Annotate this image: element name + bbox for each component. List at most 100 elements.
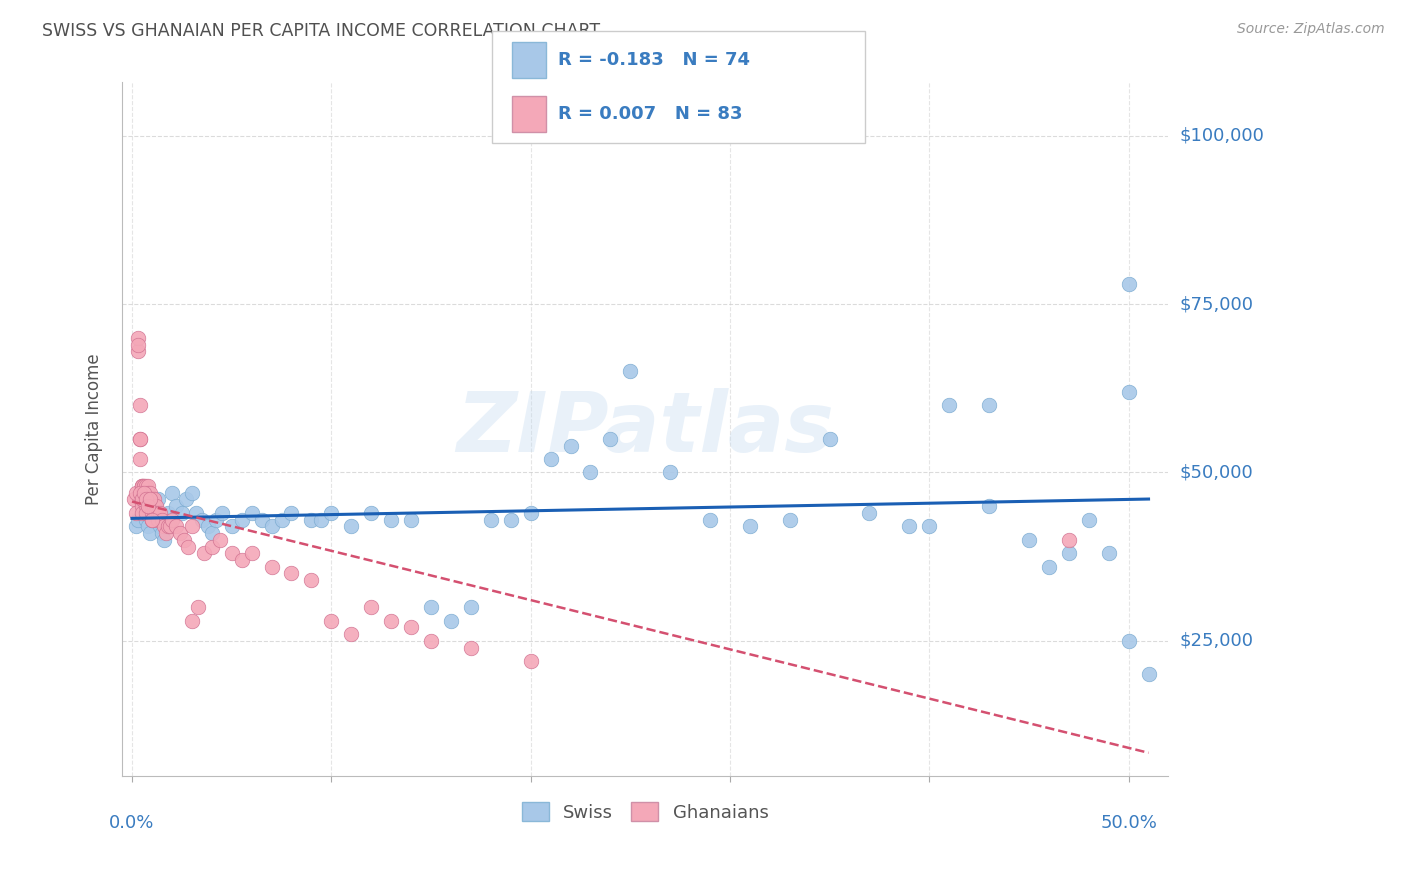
Point <box>125 506 148 520</box>
Point <box>139 526 162 541</box>
Point <box>129 485 152 500</box>
Point <box>399 513 422 527</box>
Point <box>1137 667 1160 681</box>
Point <box>131 506 153 520</box>
Point <box>139 499 162 513</box>
Point <box>153 519 176 533</box>
Point <box>131 506 153 520</box>
Point <box>420 600 443 615</box>
Point <box>201 540 224 554</box>
Point <box>169 526 191 541</box>
Point <box>142 499 165 513</box>
Point <box>499 513 522 527</box>
Text: $25,000: $25,000 <box>1180 632 1254 650</box>
Point <box>170 506 193 520</box>
Point <box>160 485 183 500</box>
Point <box>1057 546 1080 560</box>
Text: ZIPatlas: ZIPatlas <box>457 388 834 469</box>
Point <box>141 513 163 527</box>
Point <box>132 492 155 507</box>
Point <box>977 499 1000 513</box>
Point <box>129 452 152 467</box>
Point <box>150 513 173 527</box>
Point <box>540 452 562 467</box>
Point <box>135 513 157 527</box>
Point <box>136 492 159 507</box>
Point <box>131 499 153 513</box>
Point <box>135 485 157 500</box>
Point <box>208 533 231 547</box>
Point <box>977 398 1000 412</box>
Point <box>146 492 169 507</box>
Text: 50.0%: 50.0% <box>1099 814 1157 832</box>
Text: $75,000: $75,000 <box>1180 295 1254 313</box>
Point <box>231 553 253 567</box>
Point <box>1077 513 1099 527</box>
Point <box>127 331 149 345</box>
Point <box>132 479 155 493</box>
Point <box>519 654 541 668</box>
Point <box>141 513 163 527</box>
Point <box>139 485 162 500</box>
Point <box>260 519 283 533</box>
Point <box>1018 533 1040 547</box>
Point <box>146 513 169 527</box>
Point <box>460 640 482 655</box>
Point <box>184 506 207 520</box>
Point <box>135 492 157 507</box>
Point <box>918 519 941 533</box>
Point <box>135 499 157 513</box>
Point <box>1118 633 1140 648</box>
Text: $100,000: $100,000 <box>1180 127 1264 145</box>
Text: Source: ZipAtlas.com: Source: ZipAtlas.com <box>1237 22 1385 37</box>
Point <box>619 364 641 378</box>
Point <box>280 566 302 581</box>
Point <box>340 627 363 641</box>
Text: 0.0%: 0.0% <box>110 814 155 832</box>
Point <box>159 519 181 533</box>
Point <box>560 438 582 452</box>
Point <box>135 506 157 520</box>
Point <box>146 506 169 520</box>
Point <box>136 479 159 493</box>
Point <box>155 513 177 527</box>
Point <box>191 513 214 527</box>
Point <box>311 513 333 527</box>
Point <box>155 526 177 541</box>
Point <box>142 506 165 520</box>
Point <box>173 533 195 547</box>
Point <box>129 492 152 507</box>
Point <box>153 533 176 547</box>
Point <box>240 546 263 560</box>
Point <box>132 485 155 500</box>
Point <box>135 492 157 507</box>
Point <box>139 492 162 507</box>
Point <box>141 513 163 527</box>
Point <box>127 513 149 527</box>
Point <box>240 506 263 520</box>
Point <box>131 492 153 507</box>
Point <box>149 506 172 520</box>
Point <box>127 344 149 359</box>
Point <box>440 614 463 628</box>
Point <box>149 519 172 533</box>
Point <box>321 506 343 520</box>
Point <box>141 499 163 513</box>
Point <box>1098 546 1121 560</box>
Point <box>125 485 148 500</box>
Point <box>659 466 682 480</box>
Point <box>360 600 382 615</box>
Point <box>197 519 219 533</box>
Point <box>599 432 621 446</box>
Text: R = -0.183   N = 74: R = -0.183 N = 74 <box>558 51 751 69</box>
Point <box>145 506 167 520</box>
Point <box>399 620 422 634</box>
Point <box>150 526 173 541</box>
Point <box>818 432 841 446</box>
Point <box>180 614 202 628</box>
Point <box>177 540 200 554</box>
Point <box>187 600 209 615</box>
Point <box>156 519 179 533</box>
Point <box>174 492 197 507</box>
Point <box>132 499 155 513</box>
